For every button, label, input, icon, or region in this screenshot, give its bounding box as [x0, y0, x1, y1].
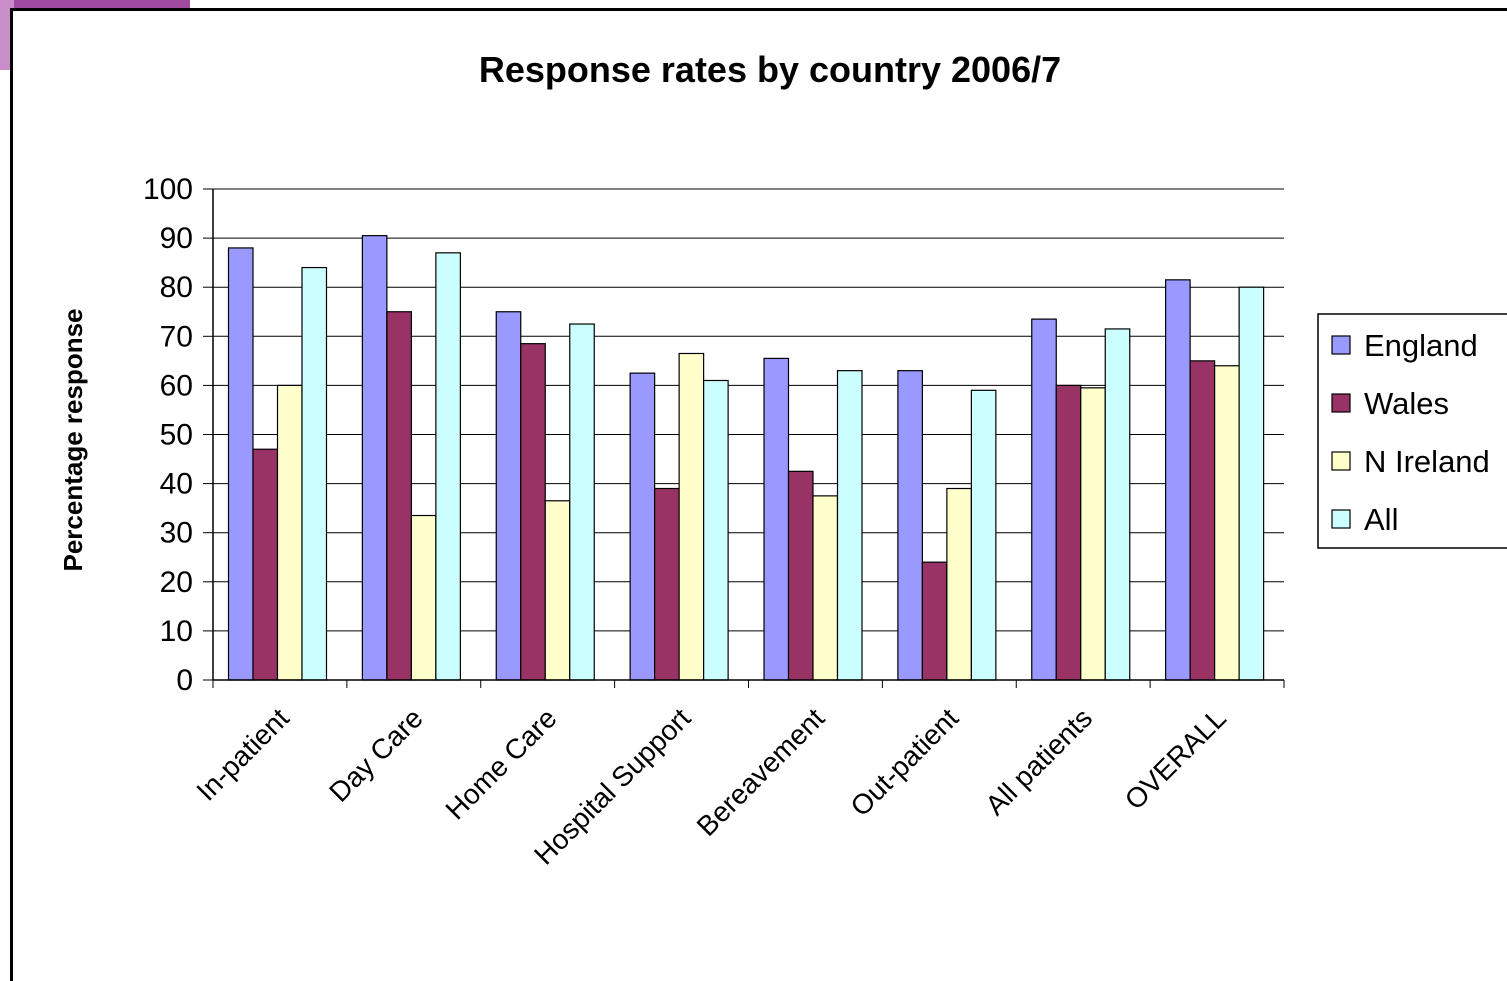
- chart-title: Response rates by country 2006/7: [479, 49, 1061, 90]
- x-tick-label: In-patient: [190, 702, 295, 807]
- bar: [897, 370, 923, 681]
- y-tick-labels: 0 10 20 30 40 50 60 70 80 90 100: [143, 173, 193, 697]
- bar: [435, 252, 461, 681]
- bar: [544, 500, 571, 681]
- bar: [386, 311, 412, 681]
- x-tick-label: Bereavement: [691, 702, 831, 842]
- y-tick-label: 30: [160, 517, 193, 550]
- axes: [203, 188, 1285, 688]
- legend-swatch: [1331, 451, 1351, 471]
- x-tick-label: Out-patient: [844, 702, 964, 822]
- legend-swatch: [1331, 509, 1351, 529]
- bar: [970, 389, 997, 681]
- legend: England Wales N Ireland All: [1317, 313, 1507, 549]
- y-tick-label: 80: [160, 271, 193, 304]
- y-axis-label: Percentage response: [58, 308, 88, 571]
- x-tick-label: Home Care: [439, 702, 562, 825]
- bar: [836, 370, 863, 681]
- bar: [1165, 279, 1191, 681]
- x-tick-label: OVERALL: [1119, 702, 1232, 815]
- x-tick-label: Day Care: [323, 702, 429, 808]
- bar: [495, 311, 522, 681]
- y-tick-label: 100: [143, 173, 193, 206]
- bar: [678, 352, 705, 681]
- bars: [227, 235, 1265, 681]
- bar: [227, 247, 254, 681]
- bar: [703, 379, 729, 681]
- legend-label: All: [1364, 502, 1398, 537]
- bar: [787, 470, 814, 681]
- bar: [1080, 387, 1106, 681]
- legend-swatch: [1331, 393, 1351, 413]
- legend-label: Wales: [1364, 386, 1449, 421]
- bar: [763, 357, 790, 681]
- bar: [520, 343, 546, 681]
- legend-label: England: [1364, 328, 1478, 363]
- legend-label: N Ireland: [1364, 444, 1490, 479]
- y-tick-label: 10: [160, 615, 193, 648]
- bar: [1189, 360, 1216, 681]
- bar: [1104, 328, 1131, 681]
- bar: [301, 266, 328, 681]
- y-tick-label: 40: [160, 468, 193, 501]
- legend-swatch: [1331, 335, 1351, 355]
- bar: [946, 487, 972, 681]
- y-tick-label: 90: [160, 222, 193, 255]
- y-tick-label: 50: [160, 419, 193, 452]
- x-tick-label: All patients: [979, 702, 1098, 821]
- bar: [1055, 384, 1082, 681]
- bar: [252, 448, 279, 681]
- y-tick-label: 70: [160, 320, 193, 353]
- y-tick-label: 0: [176, 664, 193, 697]
- bar: [1031, 318, 1057, 681]
- bar: [1238, 286, 1265, 681]
- bar: [1214, 365, 1240, 681]
- bar: [361, 235, 388, 681]
- bar: [410, 514, 437, 681]
- bar: [812, 495, 839, 681]
- y-tick-label: 20: [160, 566, 193, 599]
- bar: [654, 487, 680, 681]
- bar: [569, 323, 595, 681]
- bar: [276, 384, 303, 681]
- bar: [921, 561, 948, 681]
- y-tick-label: 60: [160, 369, 193, 402]
- bar: [629, 372, 656, 681]
